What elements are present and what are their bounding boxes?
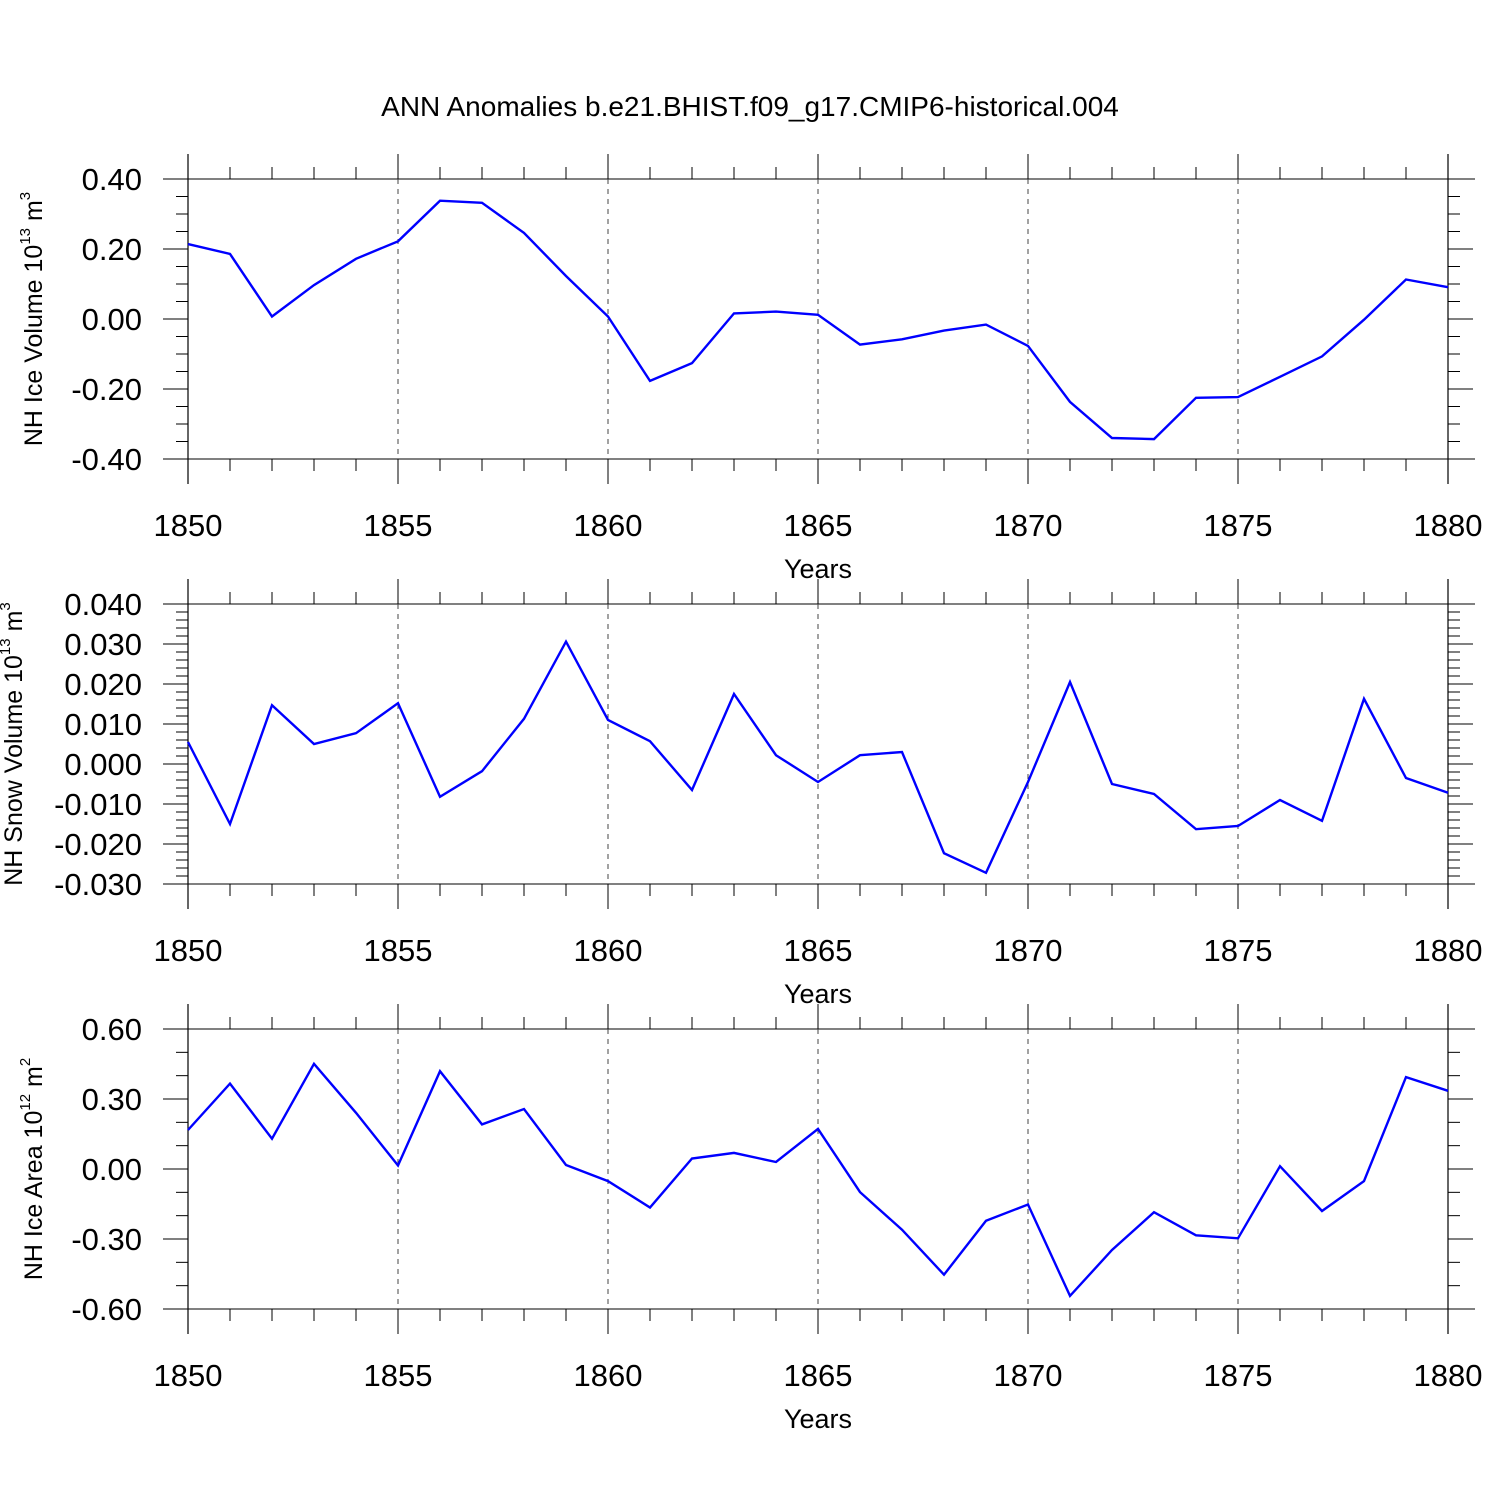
x-tick-label: 1865 (784, 933, 853, 968)
y-tick-label: -0.60 (71, 1292, 142, 1327)
panel-ice-volume: NH Ice Volume 1013 m3 Years 1850 1855 1860… (17, 154, 1482, 584)
x-tick-label: 1855 (364, 1358, 433, 1393)
y-tick-label: 0.040 (64, 587, 142, 622)
x-tick-label: 1850 (154, 933, 223, 968)
y-tick-label: -0.020 (54, 827, 142, 862)
x-tick-label: 1850 (154, 508, 223, 543)
x-axis-title: Years (784, 1404, 852, 1434)
x-tick-label: 1875 (1204, 508, 1273, 543)
x-tick-label: 1870 (994, 508, 1063, 543)
y-tick-label: 0.010 (64, 707, 142, 742)
y-tick-label: 0.20 (82, 232, 142, 267)
panel-snow-volume: NH Snow Volume 1013 m3 Years 18501855186… (0, 579, 1482, 1009)
y-tick-label: 0.00 (82, 302, 142, 337)
y-axis-label: NH Snow Volume 1013 m3 (0, 602, 28, 886)
y-tick-label: -0.40 (71, 442, 142, 477)
y-tick-label: 0.60 (82, 1012, 142, 1047)
y-axis-label: NH Ice Volume 1013 m3 (17, 192, 48, 446)
y-tick-label: 0.00 (82, 1152, 142, 1187)
x-tick-label: 1870 (994, 933, 1063, 968)
x-tick-label: 1855 (364, 933, 433, 968)
y-tick-label: 0.020 (64, 667, 142, 702)
x-tick-label: 1860 (574, 933, 643, 968)
y-tick-label: 0.030 (64, 627, 142, 662)
x-tick-label: 1875 (1204, 933, 1273, 968)
x-tick-label: 1880 (1414, 508, 1483, 543)
y-tick-label: 0.000 (64, 747, 142, 782)
y-tick-label: 0.30 (82, 1082, 142, 1117)
x-tick-label: 1880 (1414, 933, 1483, 968)
y-tick-label: -0.010 (54, 787, 142, 822)
y-axis-label: NH Ice Area 1012 m2 (17, 1058, 48, 1280)
y-tick-label: -0.20 (71, 372, 142, 407)
x-tick-label: 1850 (154, 1358, 223, 1393)
x-tick-label: 1870 (994, 1358, 1063, 1393)
y-tick-label: 0.40 (82, 162, 142, 197)
x-tick-label: 1855 (364, 508, 433, 543)
x-tick-label: 1860 (574, 1358, 643, 1393)
panel-ice-area: NH Ice Area 1012 m2 Years 1850 1855 1860 18… (17, 1004, 1482, 1434)
x-tick-label: 1875 (1204, 1358, 1273, 1393)
x-tick-label: 1865 (784, 508, 853, 543)
y-tick-label: -0.30 (71, 1222, 142, 1257)
y-tick-label: -0.030 (54, 867, 142, 902)
x-tick-label: 1880 (1414, 1358, 1483, 1393)
x-tick-label: 1865 (784, 1358, 853, 1393)
x-tick-label: 1860 (574, 508, 643, 543)
chart-title: ANN Anomalies b.e21.BHIST.f09_g17.CMIP6-… (381, 91, 1119, 122)
